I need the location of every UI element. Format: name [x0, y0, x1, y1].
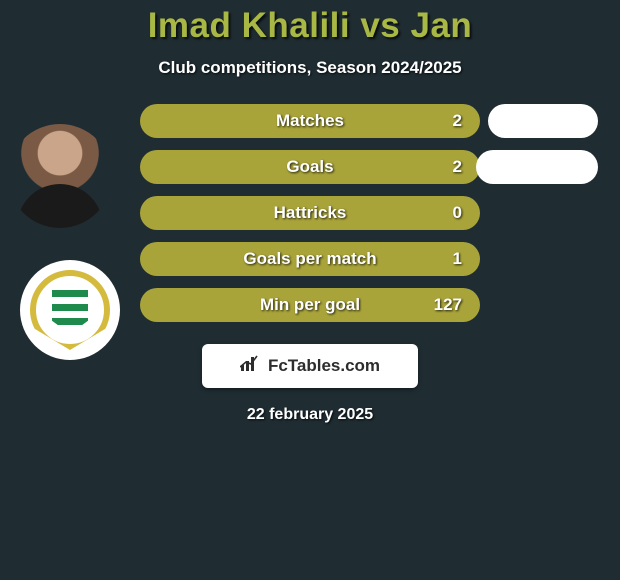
stat-value-left: 1 [140, 242, 480, 276]
stat-value-left: 0 [140, 196, 480, 230]
brand-text: FcTables.com [268, 356, 380, 376]
date-text: 22 february 2025 [0, 406, 620, 424]
stat-pill-right [476, 150, 598, 184]
stat-value-left: 127 [140, 288, 480, 322]
stat-row: Matches2 [0, 104, 620, 138]
stat-value-left: 2 [140, 104, 480, 138]
brand-badge[interactable]: FcTables.com [202, 344, 418, 388]
stat-value-left: 2 [140, 150, 480, 184]
stat-row: Hattricks0 [0, 196, 620, 230]
stat-row: Min per goal127 [0, 288, 620, 322]
stat-row: Goals per match1 [0, 242, 620, 276]
stat-pill-right [488, 104, 598, 138]
bar-chart-icon [240, 355, 260, 378]
page-title: Imad Khalili vs Jan [0, 6, 620, 46]
subtitle: Club competitions, Season 2024/2025 [0, 58, 620, 78]
stat-row: Goals2 [0, 150, 620, 184]
stat-rows: Matches2 Goals2 Hattricks0 Goals per match1… [0, 104, 620, 322]
infographic-container: Imad Khalili vs Jan Club competitions, S… [0, 0, 620, 580]
